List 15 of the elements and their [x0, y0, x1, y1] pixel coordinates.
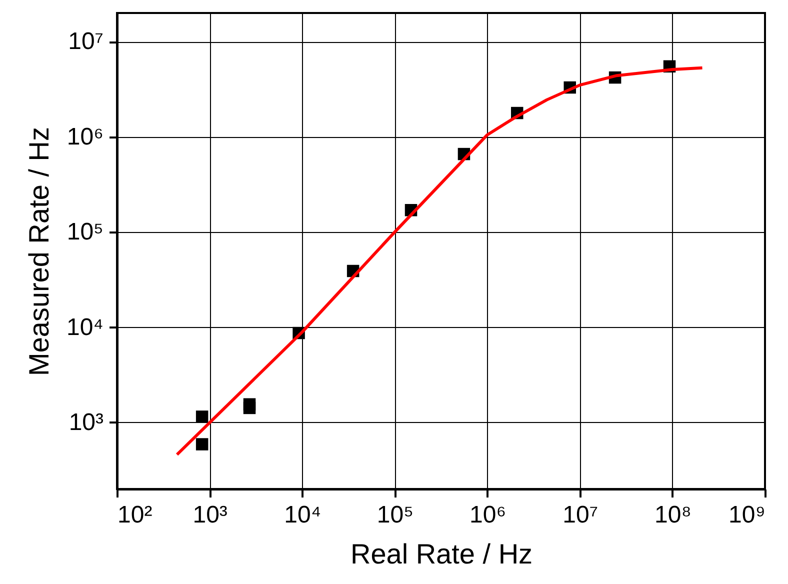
y-tick-label: 10⁵: [66, 218, 104, 246]
x-tick-label: 10³: [192, 502, 228, 528]
y-tick-label: 10⁴: [66, 314, 104, 341]
y-tick-label: 10⁶: [66, 123, 104, 150]
x-tick-label: 10⁵: [376, 502, 414, 528]
y-axis-title: Measured Rate / Hz: [23, 127, 54, 376]
x-tick-label: 10²: [118, 502, 152, 528]
x-tick-label: 10⁸: [654, 502, 692, 528]
y-tick-label: 10⁷: [68, 28, 104, 56]
x-axis-title: Real Rate / Hz: [350, 538, 533, 570]
x-tick-label: 10⁷: [562, 502, 598, 528]
x-tick-label: 10⁴: [284, 502, 322, 528]
x-tick-label: 10⁹: [728, 502, 766, 528]
y-tick-label: 10³: [68, 408, 104, 436]
x-tick-label: 10⁶: [469, 502, 506, 528]
